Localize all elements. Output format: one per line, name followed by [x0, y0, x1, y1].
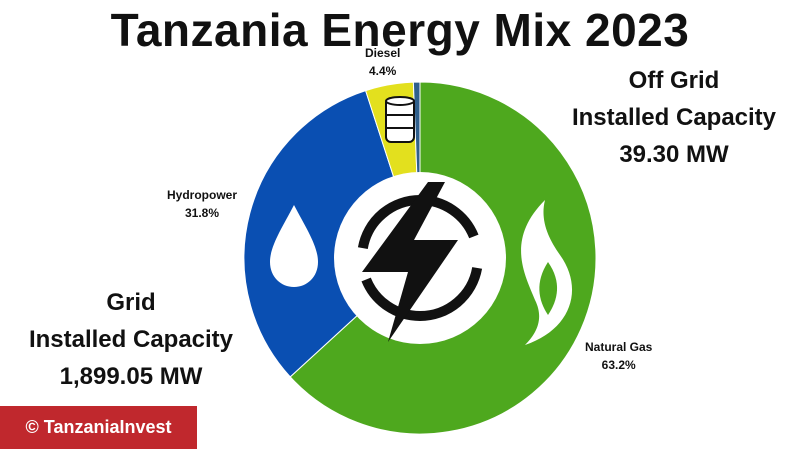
- grid-capacity: Grid Installed Capacity 1,899.05 MW: [28, 289, 234, 390]
- oil-barrel-icon: [385, 96, 415, 143]
- off-grid-capacity: Off Grid Installed Capacity 39.30 MW: [571, 67, 777, 168]
- slice-label-natural-gas: Natural Gas 63.2%: [585, 340, 653, 372]
- slice-label-hydropower: Hydropower 31.8%: [167, 188, 238, 220]
- slice-label-diesel: Diesel 4.4%: [365, 46, 401, 78]
- chart-title: Tanzania Energy Mix 2023: [110, 4, 690, 56]
- pie-slice-hydropower: [243, 89, 421, 378]
- flame-icon: [521, 200, 573, 345]
- water-drop-icon: [270, 205, 318, 287]
- lightning-bolt-icon: [357, 182, 483, 342]
- credit-badge: © TanzaniaInvest: [0, 406, 197, 449]
